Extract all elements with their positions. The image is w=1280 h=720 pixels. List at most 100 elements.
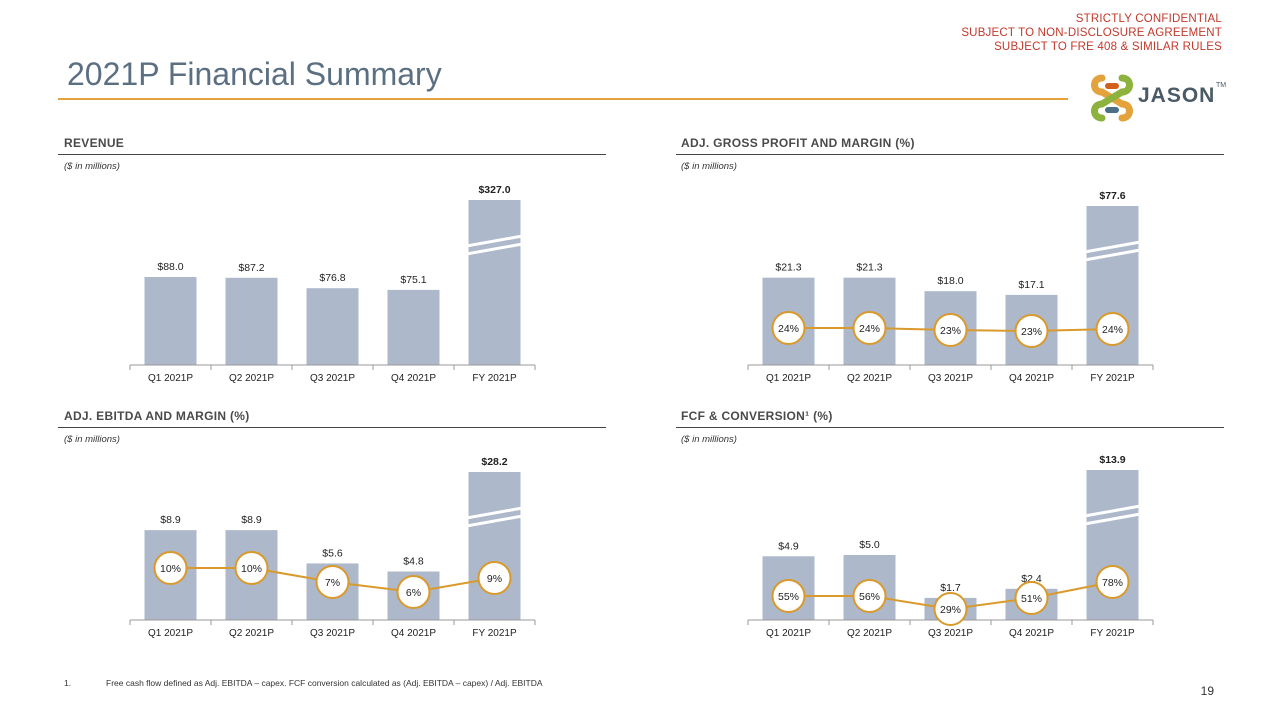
ebitda-panel-subtitle: ($ in millions) [64,434,120,445]
value-label: $8.9 [160,514,181,526]
fcf-chart: $4.9Q1 2021P$5.0Q2 2021P$1.7Q3 2021P$2.4… [747,454,1154,639]
value-label: $1.7 [940,582,961,594]
gross-profit-chart: $21.3 Q1 2021P $21.3 Q2 2021P $18.0 Q3 2021P $… [747,190,1154,384]
margin-point [1095,565,1130,599]
axis-break-mark [1084,248,1141,262]
bar-q4-2021p [387,289,440,365]
value-label: $18.0 [937,275,963,287]
company-logo: JASON TM [1088,72,1238,124]
revenue-chart: $88.0 Q1 2021P $87.2 Q2 2021P $76.8 Q3 2021P $… [129,184,536,384]
logo-wordmark: JASON [1138,84,1216,107]
category-label: Q1 2021P [148,628,193,639]
margin-point [933,313,968,347]
margin-label: 7% [325,577,340,589]
bar-q3-2021p [306,288,359,365]
margin-point [933,592,968,626]
bar-q1-2021p [144,277,197,365]
value-label: $21.3 [775,262,801,274]
page-number: 19 [1200,684,1214,698]
margin-label: 10% [241,563,262,575]
category-label: Q1 2021P [766,628,811,639]
margin-point [1014,581,1049,615]
bar-fy-2021p [468,472,521,620]
confidentiality-line-3: SUBJECT TO FRE 408 & SIMILAR RULES [994,41,1222,53]
value-label: $88.0 [157,261,183,273]
margin-label: 9% [487,573,502,585]
category-label: Q4 2021P [391,373,436,384]
margin-label: 10% [160,563,181,575]
category-label: Q2 2021P [229,373,274,384]
confidentiality-notice: STRICTLY CONFIDENTIAL SUBJECT TO NON-DIS… [961,12,1222,54]
value-label: $4.8 [403,556,424,568]
axis-break-mark [1084,504,1141,518]
fcf-panel-title: FCF & CONVERSION¹ (%) [681,409,833,423]
margin-label: 51% [1021,593,1042,605]
category-label: FY 2021P [472,628,517,639]
margin-point [1014,314,1049,348]
bar-q2-2021p [225,277,278,365]
margin-label: 24% [778,323,799,335]
value-label: $8.9 [241,514,262,526]
revenue-panel-subtitle: ($ in millions) [64,161,120,172]
margin-point [234,551,269,585]
bar-fy-2021p [468,200,521,365]
axis-break-mark [466,506,523,520]
value-label: $4.9 [778,540,799,552]
ebitda-panel-title: ADJ. EBITDA AND MARGIN (%) [64,409,250,423]
margin-point [153,551,188,585]
margin-point [396,575,431,609]
axis-break-mark [466,242,523,256]
value-label: $87.2 [238,262,264,274]
category-label: Q3 2021P [310,628,355,639]
margin-label: 78% [1102,577,1123,589]
value-label: $13.9 [1099,454,1125,466]
margin-point [852,579,887,613]
value-label: $77.6 [1099,190,1125,202]
ebitda-panel-rule [58,427,606,428]
value-label: $21.3 [856,262,882,274]
confidentiality-line-1: STRICTLY CONFIDENTIAL [1075,13,1222,25]
category-label: FY 2021P [1090,373,1135,384]
margin-label: 23% [940,325,961,337]
category-label: Q3 2021P [310,373,355,384]
margin-label: 56% [859,591,880,603]
margin-point [477,561,512,595]
category-label: Q4 2021P [391,628,436,639]
category-label: Q2 2021P [847,373,892,384]
margin-point [771,311,806,345]
value-label: $28.2 [481,456,507,468]
confidentiality-line-2: SUBJECT TO NON-DISCLOSURE AGREEMENT [961,27,1222,39]
margin-label: 24% [1102,324,1123,336]
axis-break-mark [466,514,523,528]
logo-trademark: TM [1216,82,1227,89]
footnote-number: 1. [64,678,72,688]
margin-point [771,579,806,613]
category-label: Q4 2021P [1009,373,1054,384]
footnote-text: Free cash flow defined as Adj. EBITDA – … [106,678,543,688]
value-label: $5.0 [859,539,880,551]
category-label: Q3 2021P [928,373,973,384]
page-title: 2021P Financial Summary [67,56,442,92]
logo-mark-icon [1091,74,1133,122]
revenue-panel-rule [58,154,606,155]
axis-break-mark [466,234,523,248]
category-label: Q4 2021P [1009,628,1054,639]
value-label: $76.8 [319,272,345,284]
ebitda-chart: $8.9 Q1 2021P $8.9 Q2 2021P $5.6 Q3 2021P $4.8… [129,456,536,639]
fcf-panel-rule [676,427,1224,428]
gross-profit-panel-rule [676,154,1224,155]
axis-break-mark [1084,512,1141,526]
revenue-panel-title: REVENUE [64,136,125,150]
category-label: FY 2021P [1090,628,1135,639]
category-label: Q2 2021P [847,628,892,639]
margin-label: 55% [778,591,799,603]
fcf-panel-subtitle: ($ in millions) [681,434,737,445]
margin-label: 23% [1021,326,1042,338]
margin-label: 24% [859,323,880,335]
margin-point [315,565,350,599]
value-label: $75.1 [400,274,426,286]
category-label: Q1 2021P [766,373,811,384]
axis-break-mark [1084,240,1141,254]
category-label: Q2 2021P [229,628,274,639]
margin-point [1095,312,1130,346]
